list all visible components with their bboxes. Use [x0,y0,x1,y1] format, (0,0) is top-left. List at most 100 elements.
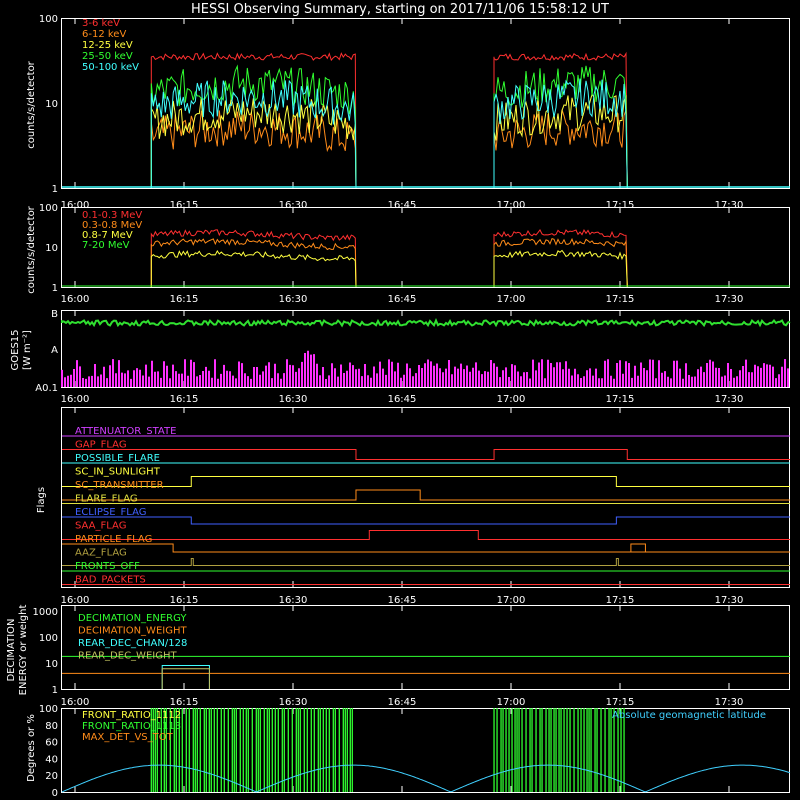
x-tick-label: 16:30 [279,697,308,708]
y-tick-label: 80 [45,721,58,732]
decimation-line-3 [161,668,210,689]
flag-line [62,516,790,525]
front-ratio-bars [150,708,625,792]
x-tick-label: 16:45 [388,394,417,405]
x-tick-label: 17:30 [715,294,744,305]
panel-6-frame [61,708,790,793]
x-tick-label: 16:15 [170,294,199,305]
x-tick-label: 17:00 [497,294,526,305]
flag-label: PARTICLE_FLAG [75,534,152,545]
series-line-0 [150,228,628,288]
panel-4-ylabel: Flags [36,487,47,513]
series-line-3 [150,64,628,189]
x-tick-label: 17:30 [715,697,744,708]
x-tick-label: 16:15 [170,595,199,606]
geomag-latitude-line [61,764,791,793]
flag-label: ECLIPSE_FLAG [75,507,146,518]
flag-label: AAZ_FLAG [75,548,127,559]
y-tick-label: A [51,345,58,356]
flag-line [62,543,790,553]
y-tick-label: 100 [39,704,58,715]
series-line-0 [150,51,628,189]
panel-2-ylabel: counts/s/detector [26,205,37,293]
x-tick-label: 16:45 [388,697,417,708]
x-tick-label: 16:30 [279,294,308,305]
y-tick-label: 20 [45,771,58,782]
x-tick-label: 17:00 [497,200,526,211]
x-tick-label: 17:30 [715,595,744,606]
panel-1-frame [61,18,790,189]
legend-entry: DECIMATION_ENERGY [78,613,187,624]
goes-long-line [61,317,791,328]
panel-4-frame [61,407,790,588]
x-tick-label: 17:15 [606,595,635,606]
x-tick-label: 16:15 [170,394,199,405]
x-tick-label: 16:00 [61,394,90,405]
panel-5-ylabel: DECIMATION [6,618,17,681]
y-tick-label: 1000 [33,607,58,618]
x-tick-label: 17:15 [606,394,635,405]
legend-entry: 12-25 keV [82,40,133,51]
y-tick-label: 10 [45,659,58,670]
panel-3-ylabel-units: [W m⁻²] [22,330,33,370]
legend-entry: REAR_DEC_WEIGHT [78,651,177,662]
x-tick-label: 16:00 [61,200,90,211]
flag-line [62,449,790,460]
flag-line [62,489,790,501]
series-line-1 [150,237,628,288]
y-tick-label: 0 [52,788,58,799]
flag-label: SC_TRANSMITTER [75,480,164,491]
y-tick-label: 10 [45,99,58,110]
legend-entry: REAR_DEC_CHAN/128 [78,638,187,649]
x-tick-label: 16:15 [170,200,199,211]
y-tick-label: 10 [45,243,58,254]
panel-5-ylabel-2: ENERGY or weight [18,605,29,696]
x-tick-label: 17:30 [715,200,744,211]
legend-entry: 0.1-0.3 MeV [82,210,142,221]
y-tick-label: 100 [39,633,58,644]
x-tick-label: 16:45 [388,200,417,211]
legend-entry: FRONT_RATIO_1113 [82,721,181,732]
goes-short-bars [61,350,789,387]
panel-3-ylabel: GOES15 [10,329,21,370]
panel-5-frame [61,605,790,690]
x-tick-label: 16:45 [388,595,417,606]
y-tick-label: 40 [45,754,58,765]
x-tick-label: 17:15 [606,200,635,211]
flag-label: SAA_FLAG [75,521,126,532]
series-line-2 [150,249,628,288]
flag-label: BAD_PACKETS [75,575,146,586]
legend-entry: 7-20 MeV [82,240,130,251]
legend-entry: 0.8-7 MeV [82,230,133,241]
panel-3-frame [61,310,790,388]
flag-label: FLARE_FLAG [75,494,138,505]
legend-entry: 50-100 keV [82,62,139,73]
x-tick-label: 16:45 [388,294,417,305]
y-tick-label: B [51,309,58,320]
x-tick-label: 16:00 [61,294,90,305]
series-line-4 [150,78,628,189]
x-tick-label: 16:00 [61,697,90,708]
x-tick-label: 16:30 [279,200,308,211]
flag-label: FRONTS_OFF [75,561,140,572]
flag-line [62,476,790,487]
x-tick-label: 17:15 [606,697,635,708]
panel-6-ylabel: Degrees or % [26,714,37,782]
y-tick-label: 1 [52,184,58,195]
y-tick-label: 1 [52,283,58,294]
legend-entry: 6-12 keV [82,29,126,40]
legend-entry: 3-6 keV [82,18,120,29]
y-tick-label: 60 [45,738,58,749]
series-line-1 [150,108,628,189]
x-tick-label: 16:30 [279,595,308,606]
flag-label: ATTENUATOR_STATE [75,426,176,437]
panel-2-frame [61,207,790,288]
x-tick-label: 17:00 [497,697,526,708]
y-tick-label: A0.1 [35,383,58,394]
legend-entry: 25-50 keV [82,51,133,62]
flag-label: GAP_FLAG [75,440,127,451]
y-tick-label: 1 [52,685,58,696]
flag-label: POSSIBLE_FLARE [75,453,160,464]
